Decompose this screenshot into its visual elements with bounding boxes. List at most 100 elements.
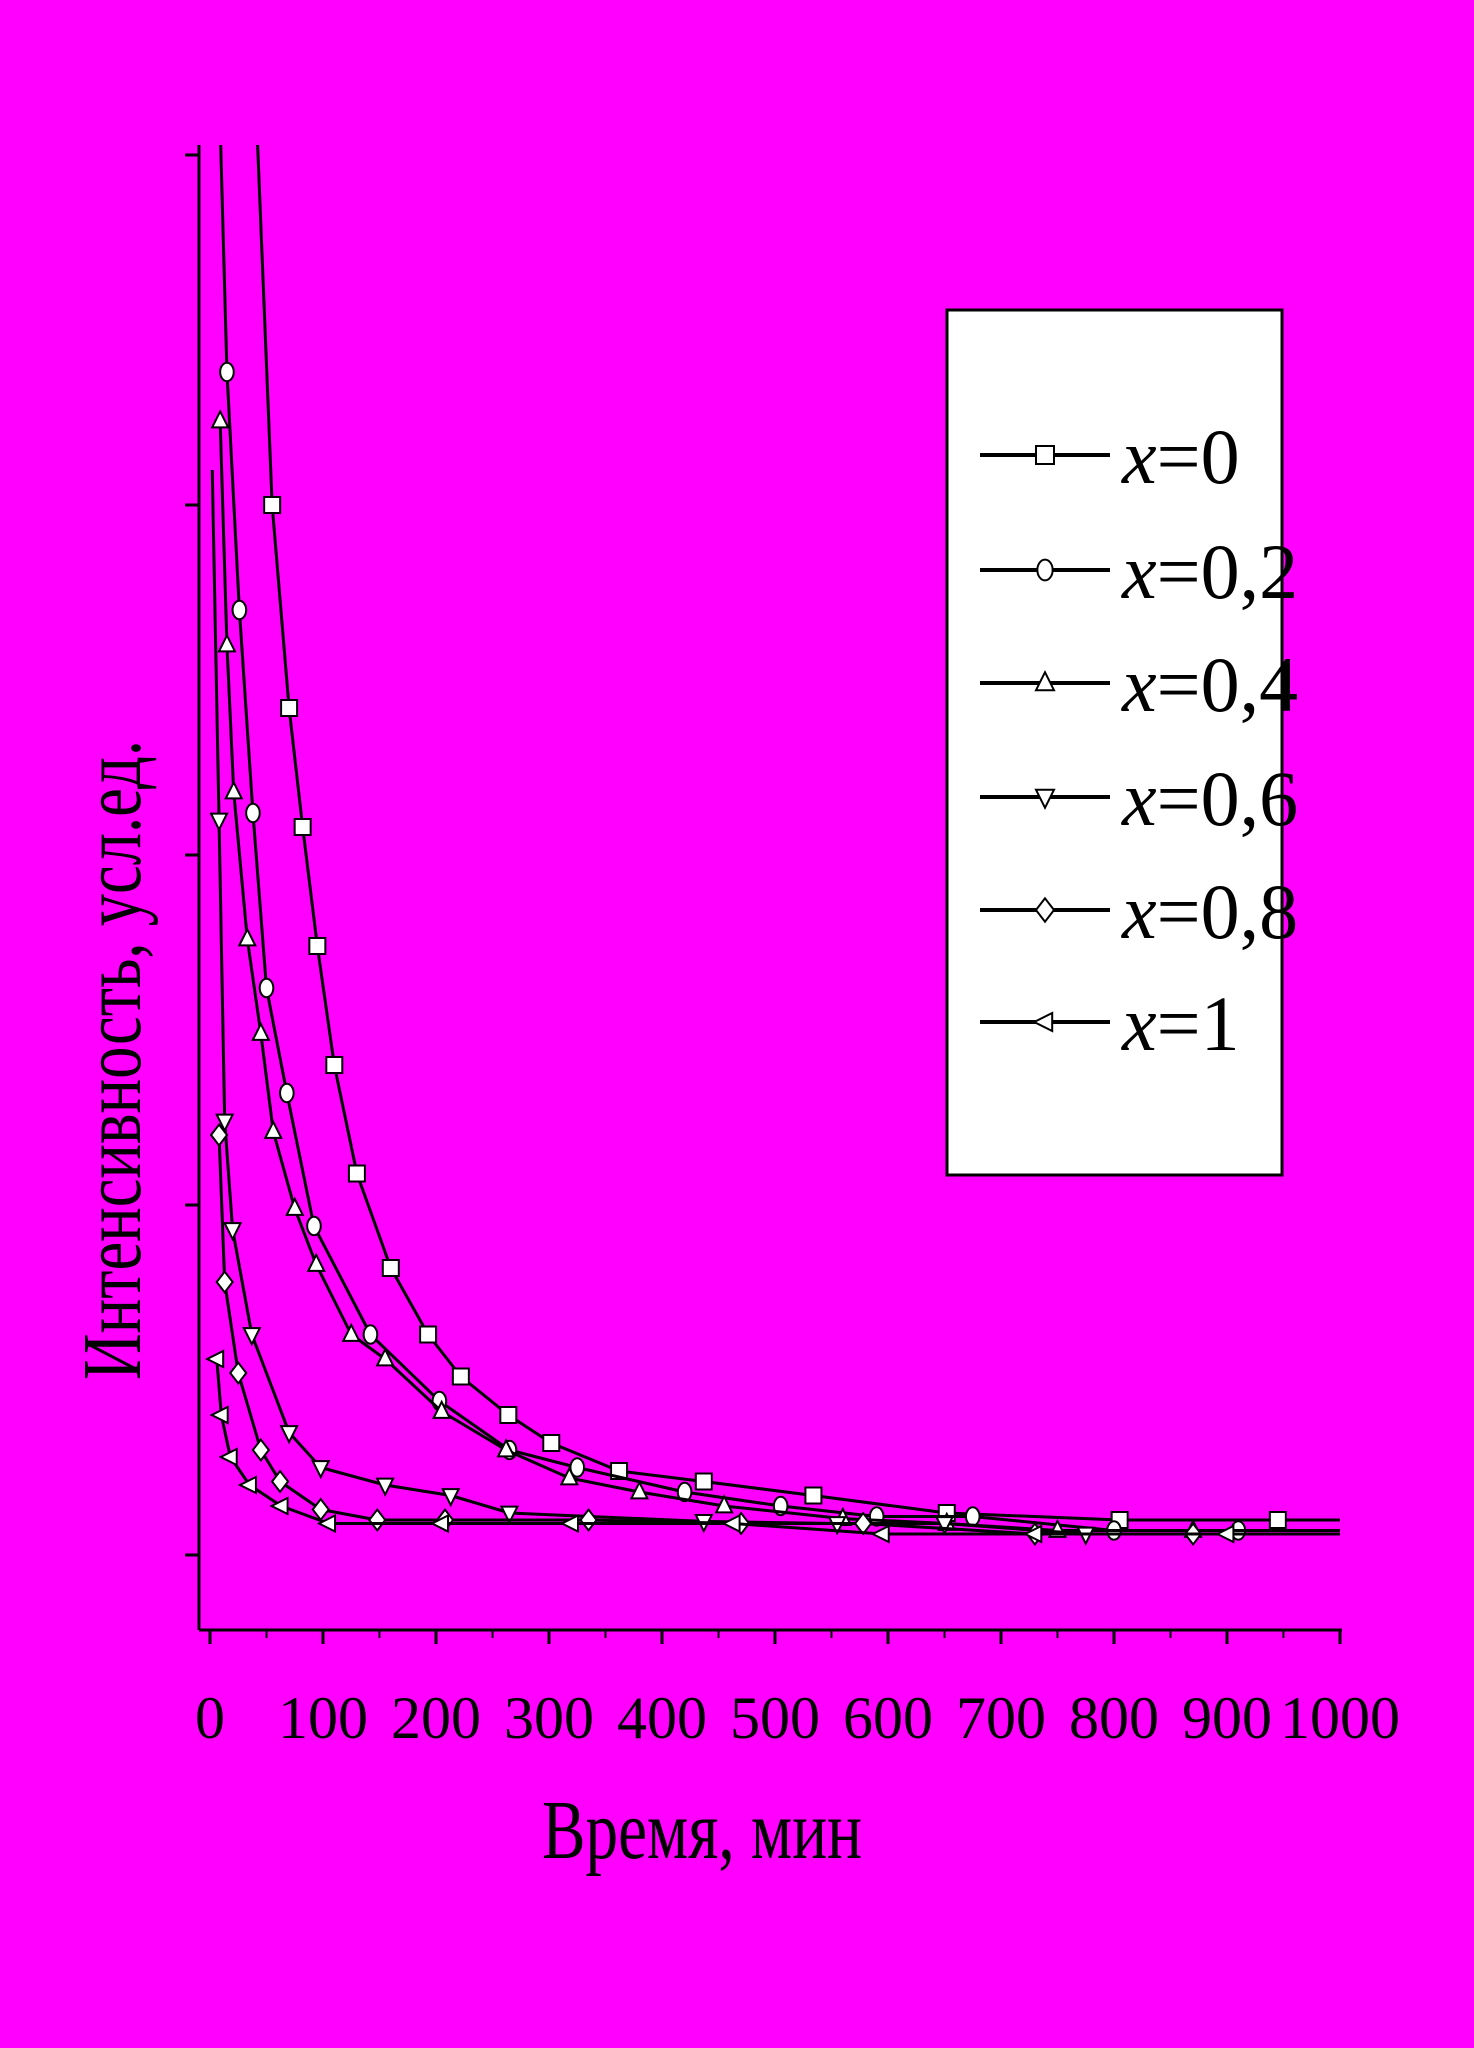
x-tick-label: 300 [504,1685,594,1751]
data-point [694,1472,713,1491]
data-point [308,937,327,955]
data-point [228,1360,248,1386]
data-point [870,1524,890,1544]
data-point [1268,1511,1287,1529]
data-point [1215,1524,1235,1544]
data-point [215,1113,235,1133]
series-0 [256,145,1340,1529]
legend-entry: x=0,6 [980,755,1298,842]
series-1 [219,145,1340,1541]
x-tick-label: 500 [730,1685,820,1751]
x-axis-title: Время, мин [542,1784,862,1877]
data-point [419,1325,438,1344]
data-point [347,1164,366,1183]
series-line [256,145,1340,1522]
data-point [242,1327,262,1347]
legend-label: x=1 [1121,980,1240,1067]
legend-marker [1034,788,1056,811]
x-tick-label: 700 [956,1685,1046,1751]
legend-label-value: =0,2 [1157,528,1299,615]
legend-marker [1036,558,1054,582]
data-point [381,1259,400,1277]
legend-label-variable: x [1121,528,1157,615]
data-point [559,1466,579,1486]
data-point [579,1507,598,1533]
data-point [306,1252,326,1272]
data-point [270,1469,290,1494]
data-point [827,1516,847,1536]
legend-label-variable: x [1121,413,1157,500]
series-4 [209,1122,1340,1547]
legend-entry: x=1 [980,980,1240,1067]
data-point [496,1438,516,1458]
data-point [258,977,275,999]
legend-label-value: =0,6 [1157,755,1299,842]
legend-entry: x=0,8 [980,868,1298,955]
data-point [964,1506,981,1527]
legend-label-variable: x [1121,641,1157,728]
data-point [219,361,235,383]
series-3 [209,469,1340,1546]
x-tick-label: 400 [617,1685,707,1751]
legend-label-variable: x [1121,980,1157,1067]
data-point [375,1477,395,1497]
data-point [279,1082,295,1104]
data-point [269,1496,289,1516]
data-point [218,1447,238,1467]
data-point [559,1513,579,1534]
data-point [224,780,244,800]
data-point [429,1513,450,1534]
data-point [934,1516,955,1536]
legend-entry: x=0,4 [980,641,1298,728]
data-point [210,409,230,429]
data-point [251,1021,271,1041]
data-point [676,1481,693,1503]
data-point [217,633,237,653]
legend-marker [1034,896,1056,924]
legend-marker [1031,1011,1054,1033]
legend-entry: x=0 [980,413,1240,500]
data-point [279,1425,299,1445]
legend-label: x=0,6 [1121,755,1298,842]
legend-label-variable: x [1121,755,1157,842]
data-point [367,1507,387,1533]
data-point [263,1119,283,1139]
data-point [222,1222,243,1242]
data-point [451,1367,470,1386]
data-point [204,1349,225,1369]
data-point [721,1513,741,1534]
x-tick-label: 100 [278,1685,368,1751]
data-point [804,1486,823,1505]
legend-label-value: =0 [1157,413,1240,500]
data-point [263,496,282,514]
x-tick-label: 1000 [1280,1685,1400,1751]
data-point [629,1480,650,1500]
data-point [245,802,261,824]
legend-label: x=0,2 [1121,528,1298,615]
x-tick-label: 600 [843,1685,933,1751]
data-point [569,1457,586,1478]
series-5 [204,1349,1340,1544]
legend-label: x=0,8 [1121,868,1298,955]
data-point [209,812,229,832]
data-point [237,1475,257,1495]
series-line [213,1357,1340,1536]
x-tick-label: 900 [1182,1685,1272,1751]
data-point [209,1122,229,1148]
y-axis-title: Интенсивность, усл.ед. [66,740,159,1380]
data-point [237,927,257,947]
data-point [325,1056,344,1074]
legend: x=0x=0,2x=0,4x=0,6x=0,8x=1 [945,308,1298,1177]
data-point [293,818,312,836]
data-point [251,1437,271,1463]
legend-marker [1034,669,1056,692]
data-point [306,1215,322,1237]
legend-label-value: =0,8 [1157,868,1299,955]
data-point [714,1494,734,1514]
legend-entry: x=0,2 [980,528,1298,615]
legend-label-variable: x [1121,868,1157,955]
x-tick-label: 800 [1069,1685,1159,1751]
data-point [1023,1524,1043,1544]
data-point [280,699,299,717]
data-point [499,1505,520,1525]
